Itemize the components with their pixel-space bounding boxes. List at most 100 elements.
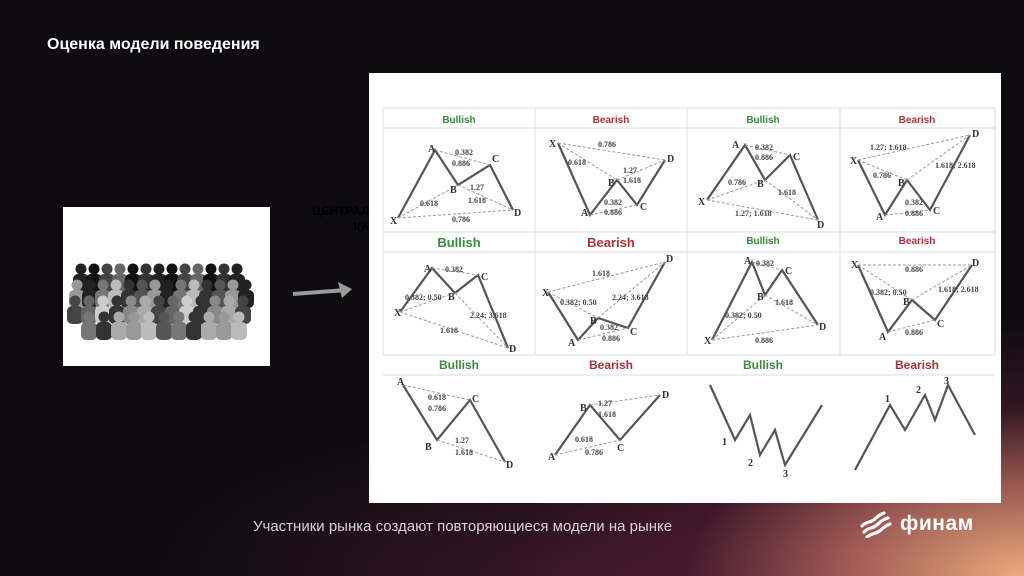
person-head [179, 263, 191, 275]
person-body [171, 322, 187, 340]
ratio-label: 1.618; 2.618 [935, 161, 976, 170]
ratio-label: 0.382 [455, 148, 473, 157]
ratio-label: 1.618 [775, 298, 793, 307]
person-body [111, 322, 127, 340]
person-body [216, 322, 232, 340]
person-head [205, 263, 217, 275]
finam-waves-icon [860, 511, 892, 538]
ratio-label: 1.618 [468, 196, 486, 205]
person-head [83, 311, 95, 323]
point-label: X [394, 308, 402, 319]
crowd-image [63, 207, 270, 366]
pattern-line [854, 382, 976, 471]
point-label: X [390, 216, 398, 227]
person-head [201, 279, 213, 291]
header-bullish: Bullish [746, 236, 779, 247]
person-body [186, 322, 202, 340]
slide-title: Оценка модели поведения [47, 36, 260, 53]
point-label: X [542, 288, 550, 299]
ratio-label: 1.618 [592, 269, 610, 278]
header-bearish: Bearish [899, 115, 936, 126]
ratio-label: 0.382; 0.50 [725, 311, 762, 320]
person-head [88, 263, 100, 275]
point-label: D [819, 322, 826, 333]
ratio-label: 0.786 [452, 215, 470, 224]
point-label: X [851, 260, 859, 271]
point-label: 1 [722, 437, 727, 448]
ratio-label: 0.886 [905, 328, 923, 337]
ratio-label: 0.786 [873, 171, 891, 180]
person-head [97, 295, 109, 307]
point-label: C [492, 154, 499, 165]
person-head [98, 311, 110, 323]
person-head [209, 295, 221, 307]
ratio-label: 0.618 [420, 199, 438, 208]
ratio-label: 0.786 [585, 448, 603, 457]
ratio-label: 1.618; 2.618 [938, 285, 979, 294]
point-label: C [472, 394, 479, 405]
point-label: C [933, 206, 940, 217]
pattern-line [711, 259, 819, 341]
ratio-label: 1.27; 1.618 [735, 209, 772, 218]
point-label: A [397, 377, 405, 388]
pattern-line [399, 266, 510, 349]
patterns-grid: Bullish Bearish Bullish Bearish Bullish … [382, 107, 996, 480]
point-label: D [972, 258, 979, 269]
ratio-label: 0.382 [604, 198, 622, 207]
person-head [125, 295, 137, 307]
person-head [237, 295, 249, 307]
person-head [233, 311, 245, 323]
harmonic-patterns-image: Bullish Bearish Bullish Bearish Bullish … [369, 73, 1001, 503]
point-label: A [568, 338, 576, 349]
person-head [140, 263, 152, 275]
point-label: C [640, 202, 647, 213]
point-label: D [662, 390, 669, 401]
header-bullish: Bullish [746, 115, 779, 126]
person-head [101, 263, 113, 275]
ratio-label: 0.886 [452, 159, 470, 168]
person-head [83, 295, 95, 307]
point-label: C [630, 327, 637, 338]
header-bullish: Bullish [437, 235, 480, 250]
person-head [192, 263, 204, 275]
ratio-label: 2.24; 3.618 [612, 293, 649, 302]
point-label: 3 [783, 469, 788, 480]
point-label: A [879, 332, 887, 343]
ratio-label: 0.382; 0.50 [870, 288, 907, 297]
person-head [188, 311, 200, 323]
person-body [201, 322, 217, 340]
header-bearish: Bearish [593, 115, 630, 126]
hidden-text-line2: КАП [353, 220, 378, 234]
person-head [75, 263, 87, 275]
person-head [158, 311, 170, 323]
ratio-label: 0.618 [575, 435, 593, 444]
brand-name: финам [900, 512, 974, 535]
person-head [173, 311, 185, 323]
ratio-label: 0.886 [905, 209, 923, 218]
ratio-label: 0.886 [755, 336, 773, 345]
person-head [162, 279, 174, 291]
ratio-label: 0.786 [598, 140, 616, 149]
ratio-label: 1.618 [623, 176, 641, 185]
person-head [175, 279, 187, 291]
ratio-label: 2.24; 3.618 [470, 311, 507, 320]
person-head [136, 279, 148, 291]
point-label: B [757, 179, 764, 190]
person-head [231, 263, 243, 275]
person-head [218, 311, 230, 323]
person-body [81, 322, 97, 340]
arrow-right-icon [292, 282, 352, 298]
person-body [67, 306, 83, 324]
point-label: B [757, 292, 764, 303]
person-head [114, 263, 126, 275]
person-head [143, 311, 155, 323]
person-head [218, 263, 230, 275]
point-label: D [817, 220, 824, 231]
person-head [69, 295, 81, 307]
point-label: B [580, 403, 587, 414]
person-head [166, 263, 178, 275]
hidden-text-line1: ЦЕНТРАЛИ [312, 204, 378, 218]
point-label: 2 [916, 385, 921, 396]
person-head [113, 311, 125, 323]
point-label: B [608, 178, 615, 189]
